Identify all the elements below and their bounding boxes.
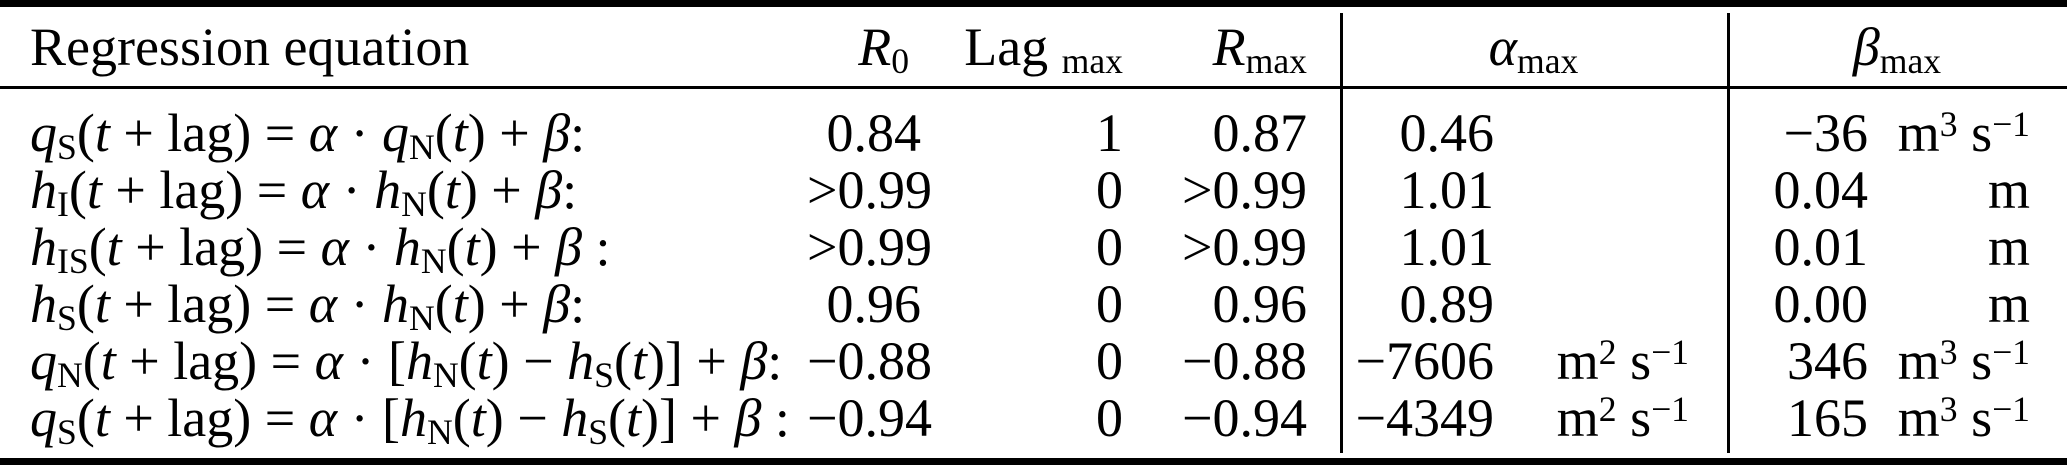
alpha-max-unit-cell: m2 s−1	[1556, 388, 1689, 448]
r0-value-cell: >0.99	[807, 160, 932, 220]
column-header-r0: R0	[858, 16, 909, 81]
alpha-max-value-cell: −4349	[1355, 388, 1494, 448]
alpha-max-value-cell: 0.46	[1399, 103, 1495, 163]
column-header-r-max: Rmax	[1212, 16, 1307, 81]
equation-cell: hS(t + lag) = α · hN(t) + β:	[30, 274, 586, 338]
r0-value-cell: −0.88	[807, 331, 932, 391]
r-max-value-cell: 0.87	[1212, 103, 1308, 163]
lag-max-value-cell: 0	[1096, 217, 1123, 277]
beta-column-divider	[1727, 13, 1730, 453]
r-max-value-cell: −0.94	[1182, 388, 1307, 448]
table-row: hI(t + lag) = α · hN(t) + β: >0.99 0 >0.…	[0, 159, 2067, 222]
alpha-max-unit-cell: m2 s−1	[1556, 331, 1689, 391]
beta-max-unit-cell: m3 s−1	[1897, 331, 2030, 391]
beta-max-unit-cell: m3 s−1	[1897, 388, 2030, 448]
beta-max-unit-cell: m	[1987, 217, 2030, 277]
beta-max-value-cell: 0.01	[1773, 217, 1869, 277]
r-max-value-cell: 0.96	[1212, 274, 1308, 334]
equation-cell: qN(t + lag) = α · [hN(t) − hS(t)] + β:	[30, 331, 783, 395]
lag-max-value-cell: 1	[1096, 103, 1123, 163]
beta-max-value-cell: 0.04	[1773, 160, 1869, 220]
equation-cell: qS(t + lag) = α · [hN(t) − hS(t)] + β :	[30, 388, 790, 452]
r0-value-cell: 0.84	[826, 103, 922, 163]
lag-max-value-cell: 0	[1096, 331, 1123, 391]
table-row: qN(t + lag) = α · [hN(t) − hS(t)] + β: −…	[0, 330, 2067, 393]
equation-cell: hIS(t + lag) = α · hN(t) + β :	[30, 217, 611, 281]
column-header-lag-max: Lag max	[964, 16, 1123, 81]
beta-max-value-cell: 165	[1787, 388, 1868, 448]
r-max-value-cell: −0.88	[1182, 331, 1307, 391]
alpha-max-value-cell: 0.89	[1399, 274, 1495, 334]
r-max-value-cell: >0.99	[1182, 160, 1307, 220]
column-header-alpha-max: αmax	[1488, 16, 1579, 81]
equation-cell: hI(t + lag) = α · hN(t) + β:	[30, 160, 578, 224]
table-body: qS(t + lag) = α · qN(t) + β: 0.84 1 0.87…	[0, 89, 2067, 450]
table-row: qS(t + lag) = α · qN(t) + β: 0.84 1 0.87…	[0, 102, 2067, 165]
beta-max-unit-cell: m	[1987, 274, 2030, 334]
table-header-row: Regression equation R0 Lag max Rmax αmax…	[0, 7, 2067, 86]
alpha-max-value-cell: 1.01	[1399, 217, 1495, 277]
header-rule	[0, 86, 2067, 89]
equation-cell: qS(t + lag) = α · qN(t) + β:	[30, 103, 586, 167]
column-header-beta-max: βmax	[1852, 16, 1942, 81]
lag-max-value-cell: 0	[1096, 274, 1123, 334]
beta-max-value-cell: −36	[1783, 103, 1868, 163]
r0-value-cell: −0.94	[807, 388, 932, 448]
r0-value-cell: 0.96	[826, 274, 922, 334]
lag-max-value-cell: 0	[1096, 388, 1123, 448]
bottom-rule	[0, 458, 2067, 465]
top-rule	[0, 0, 2067, 7]
alpha-max-value-cell: 1.01	[1399, 160, 1495, 220]
table-row: hIS(t + lag) = α · hN(t) + β : >0.99 0 >…	[0, 216, 2067, 279]
lag-max-value-cell: 0	[1096, 160, 1123, 220]
beta-max-value-cell: 0.00	[1773, 274, 1869, 334]
table-row: hS(t + lag) = α · hN(t) + β: 0.96 0 0.96…	[0, 273, 2067, 336]
r0-value-cell: >0.99	[807, 217, 932, 277]
alpha-column-divider	[1340, 13, 1343, 453]
table-row: qS(t + lag) = α · [hN(t) − hS(t)] + β : …	[0, 387, 2067, 450]
beta-max-value-cell: 346	[1787, 331, 1868, 391]
alpha-max-value-cell: −7606	[1355, 331, 1494, 391]
beta-max-unit-cell: m	[1987, 160, 2030, 220]
r-max-value-cell: >0.99	[1182, 217, 1307, 277]
column-header-regression-equation: Regression equation	[30, 16, 470, 77]
beta-max-unit-cell: m3 s−1	[1897, 103, 2030, 163]
